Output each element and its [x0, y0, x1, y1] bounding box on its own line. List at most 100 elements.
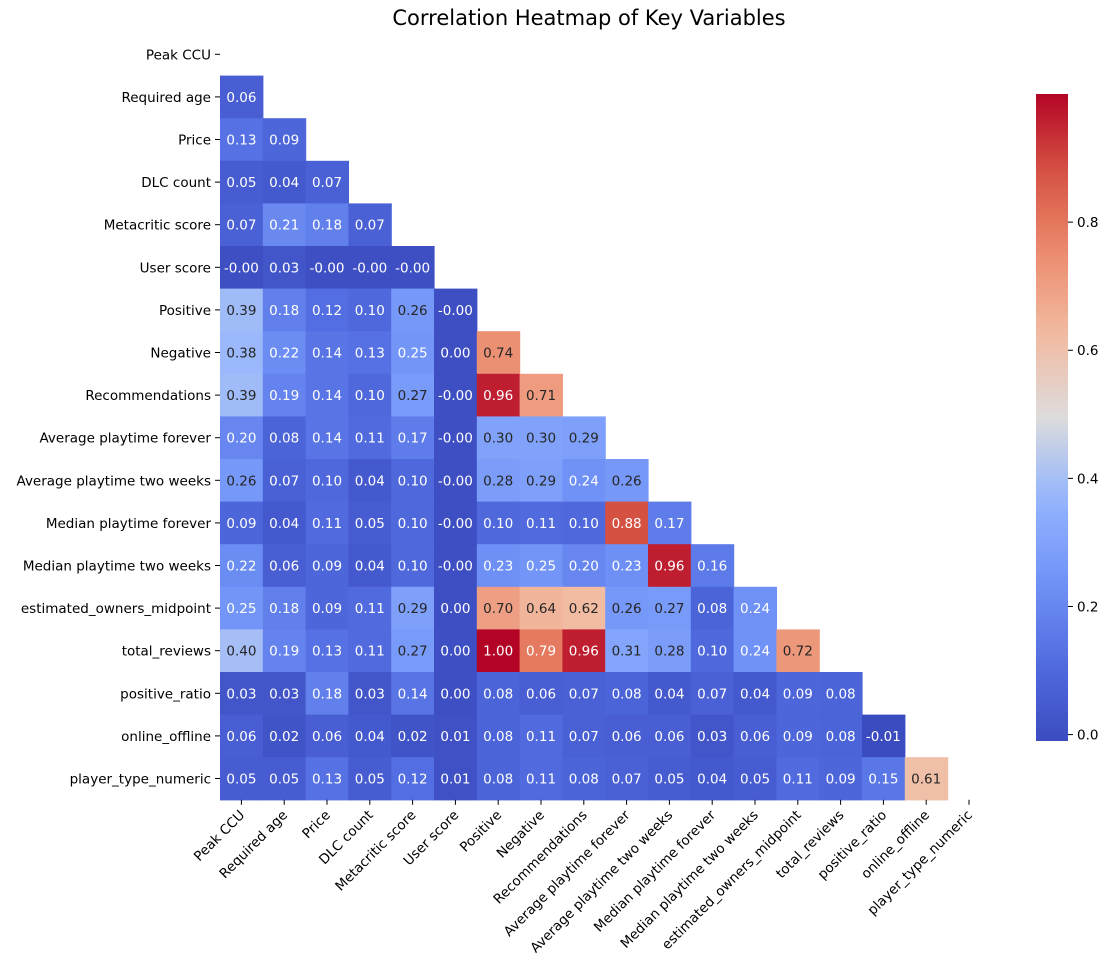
heatmap-cell — [391, 629, 435, 673]
heatmap-cell — [605, 459, 649, 503]
heatmap-cell — [690, 629, 735, 673]
cell-value-label: 0.07 — [612, 772, 642, 788]
cell-value-label: 0.04 — [355, 559, 385, 575]
heatmap-cell — [476, 629, 521, 673]
heatmap-cell — [690, 586, 735, 630]
cell-value-label: 0.08 — [826, 729, 856, 745]
cell-value-label: 0.71 — [526, 388, 556, 404]
heatmap-cell — [220, 118, 264, 162]
cell-value-label: 0.00 — [440, 346, 470, 362]
heatmap-cell — [434, 714, 478, 758]
heatmap-cell — [690, 757, 735, 801]
cell-value-label: 0.06 — [526, 686, 556, 702]
cell-value-label: 0.20 — [569, 559, 599, 575]
cell-value-label: 0.19 — [269, 644, 299, 660]
heatmap-cell — [776, 757, 820, 801]
heatmap-cell — [476, 373, 521, 417]
cell-value-label: 0.02 — [269, 729, 299, 745]
cell-value-label: 0.08 — [826, 686, 856, 702]
heatmap-cell — [305, 331, 349, 375]
cell-value-label: 0.10 — [398, 559, 428, 575]
heatmap-cell — [819, 672, 863, 716]
cell-value-label: 0.96 — [569, 644, 599, 660]
heatmap-cell — [348, 246, 392, 290]
cell-value-label: 0.08 — [612, 686, 642, 702]
cell-value-label: 0.08 — [483, 729, 513, 745]
cell-value-label: 0.04 — [740, 686, 770, 702]
y-tick-label: DLC count — [141, 175, 211, 191]
heatmap-cell — [733, 586, 777, 630]
heatmap-cell — [476, 672, 521, 716]
cell-value-label: 0.28 — [483, 473, 513, 489]
cell-value-label: 0.05 — [355, 772, 385, 788]
cell-value-label: 1.00 — [483, 644, 513, 660]
cell-value-label: 0.03 — [269, 686, 299, 702]
cell-value-label: 0.05 — [226, 772, 256, 788]
cell-value-label: 0.15 — [868, 772, 898, 788]
colorbar-tick-label: 0.4 — [1077, 471, 1098, 487]
heatmap-cell — [305, 203, 349, 247]
heatmap-cell — [220, 246, 264, 290]
heatmap-cell — [305, 544, 349, 588]
cell-value-label: 0.11 — [355, 644, 385, 660]
cell-value-label: 0.11 — [526, 729, 556, 745]
cell-value-label: 0.70 — [483, 601, 513, 617]
heatmap-cell — [262, 160, 307, 204]
heatmap-cell — [562, 714, 606, 758]
cell-value-label: 0.13 — [226, 133, 256, 149]
cell-value-label: 0.10 — [398, 473, 428, 489]
heatmap-cell — [305, 501, 349, 545]
heatmap-cell — [220, 416, 264, 460]
heatmap-cell — [476, 714, 521, 758]
y-tick-label: Required age — [121, 90, 211, 106]
y-tick-label: Positive — [159, 303, 211, 319]
x-tick-label: Price — [299, 807, 334, 842]
cell-value-label: 0.25 — [526, 559, 556, 575]
heatmap-cell — [862, 714, 906, 758]
cell-value-label: 0.05 — [226, 175, 256, 191]
cell-value-label: 0.28 — [654, 644, 684, 660]
cell-value-label: 0.09 — [312, 601, 342, 617]
heatmap-cell — [476, 586, 521, 630]
heatmap-cell — [562, 672, 606, 716]
cell-value-label: 0.96 — [483, 388, 513, 404]
cell-value-label: 0.12 — [398, 772, 428, 788]
cell-value-label: 0.27 — [398, 388, 428, 404]
heatmap-cell — [391, 373, 435, 417]
cell-value-label: 0.11 — [355, 431, 385, 447]
heatmap-cell — [391, 672, 435, 716]
heatmap-cell — [434, 757, 478, 801]
cell-value-label: 0.27 — [654, 601, 684, 617]
y-tick-label: online_offline — [121, 729, 211, 745]
cell-value-label: 0.04 — [355, 729, 385, 745]
cell-value-label: 0.26 — [226, 473, 256, 489]
heatmap-cell — [519, 459, 563, 503]
cell-value-label: 0.09 — [226, 516, 256, 532]
heatmap-cell — [391, 459, 435, 503]
heatmap-cell — [562, 544, 606, 588]
cell-value-label: 0.00 — [440, 686, 470, 702]
cell-value-label: 0.20 — [226, 431, 256, 447]
cell-value-label: 0.03 — [269, 260, 299, 276]
cell-value-label: 0.08 — [483, 772, 513, 788]
heatmap-cell — [220, 672, 264, 716]
heatmap-cell — [220, 288, 264, 332]
cell-value-label: 0.08 — [697, 601, 727, 617]
cell-value-label: 0.10 — [355, 303, 385, 319]
cell-value-label: 0.08 — [569, 772, 599, 788]
heatmap-cell — [648, 672, 692, 716]
heatmap-cell — [348, 288, 392, 332]
y-tick-label: Median playtime two weeks — [23, 559, 211, 575]
cell-value-label: 0.22 — [269, 346, 299, 362]
cell-value-label: 0.27 — [398, 644, 428, 660]
cell-value-label: 0.18 — [269, 303, 299, 319]
heatmap-cell — [220, 586, 264, 630]
heatmap-cell — [305, 246, 349, 290]
cell-value-label: 0.74 — [483, 346, 513, 362]
cell-value-label: -0.00 — [310, 260, 345, 276]
cell-value-label: 0.03 — [226, 686, 256, 702]
y-tick-label: Average playtime two weeks — [17, 473, 212, 489]
cell-value-label: 0.16 — [697, 559, 727, 575]
